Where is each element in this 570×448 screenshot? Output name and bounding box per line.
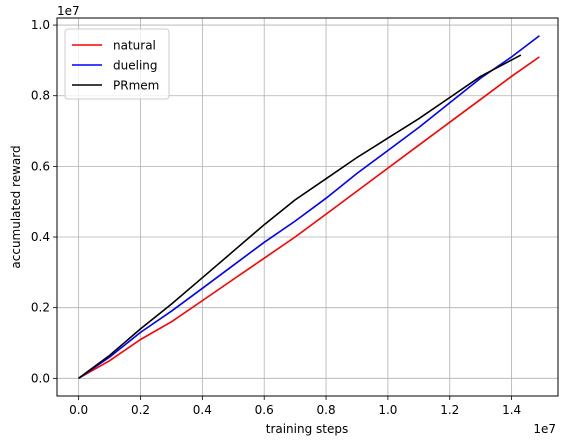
legend-label-prmem: PRmem	[113, 79, 159, 93]
y-axis-label: accumulated reward	[9, 145, 23, 268]
legend-label-natural: natural	[113, 39, 156, 53]
x-tick-label: 1.4	[502, 403, 521, 417]
x-tick-label: 0.4	[193, 403, 212, 417]
x-tick-label: 1.0	[378, 403, 397, 417]
x-axis-label: training steps	[266, 422, 349, 436]
series-line-prmem	[78, 54, 522, 379]
y-tick-label: 0.6	[31, 159, 50, 173]
grid	[57, 18, 558, 396]
series-line-dueling	[78, 35, 540, 379]
y-scale-label: 1e7	[57, 4, 80, 18]
legend: natural dueling PRmem	[64, 28, 170, 100]
x-scale-label: 1e7	[533, 422, 556, 436]
series-line-natural	[78, 56, 540, 379]
x-tick-label: 0.2	[131, 403, 150, 417]
x-tick-label: 0.6	[255, 403, 274, 417]
legend-label-dueling: dueling	[113, 59, 158, 73]
y-tick-label: 1.0	[31, 18, 50, 32]
y-tick-label: 0.8	[31, 89, 50, 103]
series-lines	[78, 35, 540, 379]
axes-frame	[56, 17, 559, 397]
x-tick-label: 0.8	[317, 403, 336, 417]
y-tick-label: 0.4	[31, 230, 50, 244]
axis-ticks: 0.0 0.2 0.4 0.6 0.8 1.0 1.2 1.4 0.0 0.2 0.4 0.6 0.8 1…	[31, 18, 521, 417]
y-tick-label: 0.0	[31, 371, 50, 385]
legend-box	[64, 28, 170, 100]
x-tick-label: 0.0	[69, 403, 88, 417]
x-tick-label: 1.2	[440, 403, 459, 417]
y-tick-label: 0.2	[31, 301, 50, 315]
